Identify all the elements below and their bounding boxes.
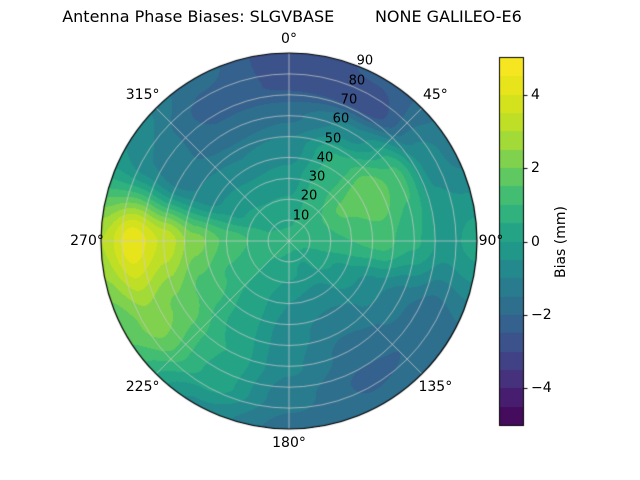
radial-tick-label: 20 [300, 188, 318, 204]
colorbar-tick-label: −4 [531, 380, 552, 397]
colorbar-tick-label: 4 [531, 86, 540, 103]
colorbar-axis-label: Bias (mm) [553, 205, 569, 279]
colorbar-tick-label: 0 [531, 233, 540, 250]
radial-tick-label: 10 [292, 208, 310, 224]
azimuth-tick-label: 180° [272, 435, 306, 451]
azimuth-tick-label: 0° [281, 31, 297, 47]
radial-tick-label: 60 [332, 111, 350, 127]
azimuth-tick-label: 135° [418, 379, 453, 396]
azimuth-tick-label: 90° [478, 233, 504, 249]
chart-title: Antenna Phase Biases: SLGVBASE NONE GALI… [62, 7, 522, 26]
radial-tick-label: 30 [308, 169, 326, 185]
azimuth-tick-label: 225° [125, 379, 160, 396]
colorbar-tick-label: −2 [531, 306, 552, 323]
radial-tick-label: 80 [348, 73, 366, 89]
azimuth-tick-label: 270° [70, 233, 104, 249]
azimuth-tick-label: 45° [422, 86, 448, 103]
colorbar-tick-label: 2 [531, 160, 540, 177]
radial-tick-label: 40 [316, 150, 334, 166]
azimuth-tick-label: 315° [125, 86, 160, 103]
radial-tick-label: 50 [324, 131, 342, 146]
radial-tick-label: 70 [340, 92, 358, 108]
radial-tick-label: 90 [356, 53, 374, 69]
